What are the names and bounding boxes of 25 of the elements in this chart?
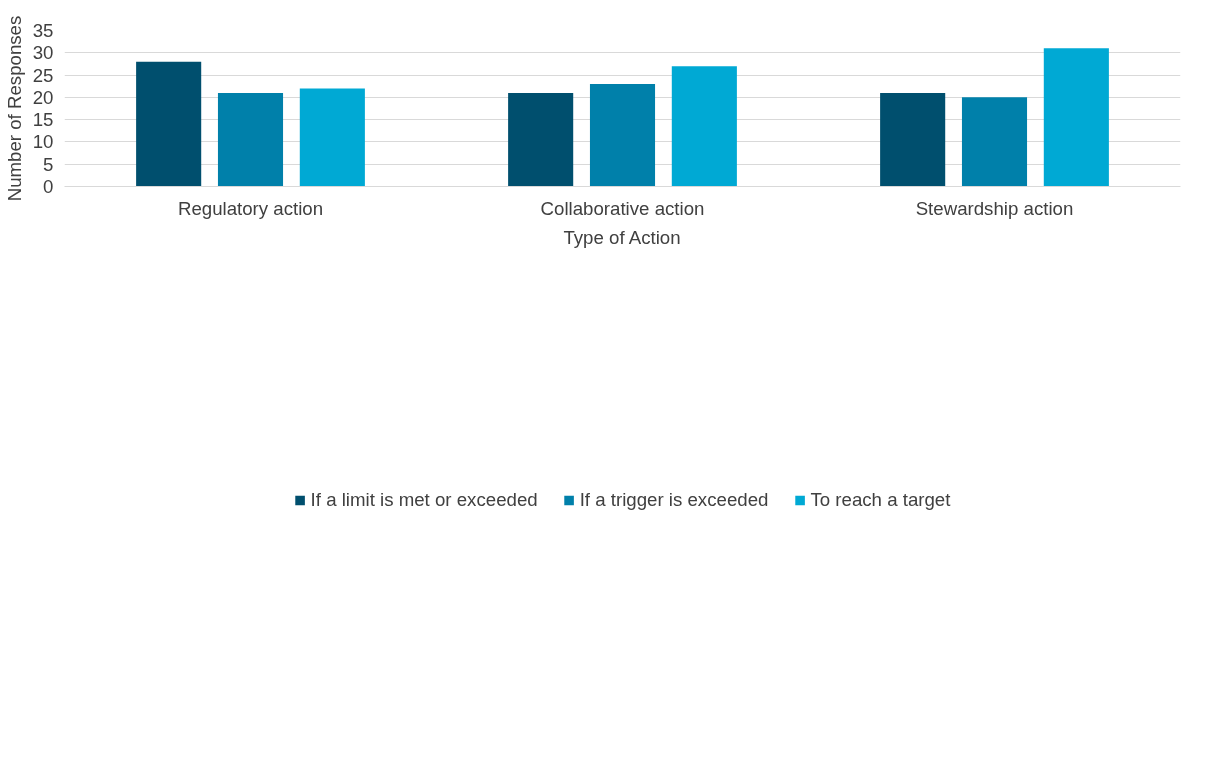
bar [299, 88, 365, 187]
y-tick-label: 10 [32, 131, 54, 153]
bar [217, 92, 284, 187]
x-tick-label: Regulatory action [177, 197, 324, 219]
x-axis-title: Type of Action [563, 226, 681, 248]
y-tick-label: 15 [32, 109, 54, 131]
y-tick-label: 20 [32, 86, 54, 108]
bar [1043, 48, 1109, 187]
legend-label: To reach a target [810, 489, 951, 511]
y-tick-label: 5 [43, 153, 54, 175]
bar [671, 66, 737, 187]
bar [136, 61, 202, 187]
y-tick-label: 0 [43, 176, 54, 197]
bar [961, 97, 1028, 187]
legend-label: If a limit is met or exceeded [310, 489, 538, 511]
x-tick-label: Collaborative action [540, 197, 705, 219]
bar [508, 92, 574, 187]
y-tick-label: 25 [32, 64, 54, 86]
x-tick-label: Stewardship action [915, 197, 1074, 219]
y-tick-label: 35 [32, 20, 54, 41]
bar [589, 83, 656, 187]
y-axis-title: Number of Responses [3, 15, 25, 202]
y-tick-label: 30 [32, 42, 54, 64]
legend-label: If a trigger is exceeded [579, 489, 769, 511]
bar [880, 92, 946, 187]
